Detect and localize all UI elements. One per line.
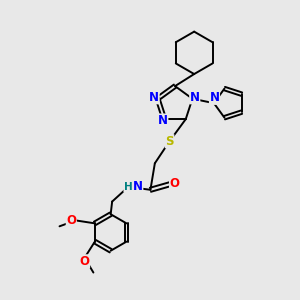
Text: S: S bbox=[165, 135, 174, 148]
Text: O: O bbox=[66, 214, 76, 227]
Text: N: N bbox=[149, 91, 159, 104]
Text: N: N bbox=[190, 91, 200, 104]
Text: N: N bbox=[133, 180, 143, 194]
Text: N: N bbox=[209, 91, 220, 104]
Text: O: O bbox=[80, 255, 90, 268]
Text: O: O bbox=[169, 177, 180, 190]
Text: N: N bbox=[158, 114, 168, 127]
Text: H: H bbox=[124, 182, 133, 192]
